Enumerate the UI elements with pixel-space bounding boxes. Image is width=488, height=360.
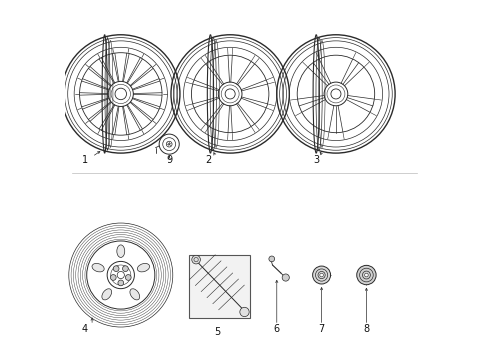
- Bar: [188, 255, 249, 318]
- Circle shape: [356, 265, 375, 285]
- Circle shape: [122, 266, 128, 271]
- Circle shape: [312, 266, 330, 284]
- Ellipse shape: [102, 289, 111, 300]
- Text: 2: 2: [205, 155, 211, 165]
- Circle shape: [191, 255, 200, 264]
- Text: 9: 9: [166, 155, 172, 165]
- Ellipse shape: [137, 264, 149, 272]
- Circle shape: [125, 275, 131, 280]
- Circle shape: [115, 88, 126, 100]
- Circle shape: [224, 89, 235, 99]
- Text: 7: 7: [318, 324, 324, 334]
- Circle shape: [110, 275, 116, 280]
- Circle shape: [117, 271, 124, 279]
- Circle shape: [282, 274, 289, 281]
- Circle shape: [268, 256, 274, 262]
- Circle shape: [118, 280, 123, 286]
- Ellipse shape: [130, 289, 140, 300]
- Text: 1: 1: [81, 155, 88, 165]
- Text: 6: 6: [273, 324, 279, 334]
- Circle shape: [330, 89, 340, 99]
- Ellipse shape: [92, 264, 104, 272]
- Ellipse shape: [117, 245, 124, 257]
- Circle shape: [319, 273, 323, 277]
- Circle shape: [113, 266, 119, 271]
- Text: 3: 3: [312, 155, 319, 165]
- Text: 4: 4: [81, 324, 88, 334]
- Text: 8: 8: [363, 324, 369, 334]
- Text: 5: 5: [214, 327, 220, 337]
- Circle shape: [239, 307, 249, 317]
- Circle shape: [364, 273, 367, 277]
